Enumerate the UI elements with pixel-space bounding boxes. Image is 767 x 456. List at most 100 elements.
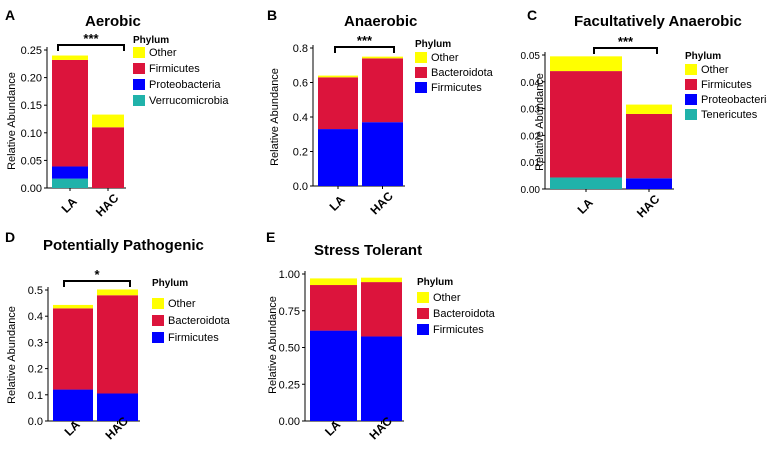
legend-label-bacteroidota: Bacteroidota (433, 308, 496, 320)
y-tick-label: 0.2 (28, 364, 43, 376)
legend-label-bacteroidota: Bacteroidota (168, 315, 231, 327)
x-tick-label-hac: HAC (368, 189, 397, 218)
y-tick-label: 0.6 (293, 78, 308, 90)
x-tick-label-la: LA (59, 194, 80, 215)
bar-segment-firmicutes-hac (92, 127, 124, 188)
y-axis-label: Relative Abundance (6, 306, 18, 404)
y-tick-label: 0.20 (21, 73, 42, 85)
legend-label-bacteroidota: Bacteroidota (431, 67, 494, 79)
legend-swatch-proteobacteria (685, 94, 697, 105)
y-tick-label: 0.04 (521, 78, 541, 89)
legend-title: Phylum (415, 39, 451, 50)
bar-segment-proteobacteria-la (52, 166, 88, 179)
legend-label-verrucomicrobia: Verrucomicrobia (149, 95, 229, 107)
y-tick-label: 0.0 (293, 181, 308, 193)
legend-swatch-other (152, 298, 164, 309)
y-tick-label: 0.03 (521, 105, 541, 116)
bar-segment-firmicutes-hac (626, 113, 672, 179)
panel-letter: A (5, 7, 15, 23)
y-tick-label: 0.00 (21, 183, 42, 195)
panel-letter: B (267, 7, 277, 23)
legend-swatch-other (417, 292, 429, 303)
legend-title: Phylum (685, 51, 721, 62)
chart-title: Anaerobic (344, 13, 417, 30)
y-tick-label: 0.3 (28, 337, 43, 349)
y-tick-label: 0.10 (21, 128, 42, 140)
y-tick-label: 0.00 (521, 185, 541, 196)
legend-label-proteobacteria: Proteobacteria (701, 94, 767, 106)
bar-segment-firmicutes-hac (97, 393, 138, 421)
y-tick-label: 0.05 (521, 51, 541, 62)
y-tick-label: 0.00 (279, 416, 300, 428)
y-tick-label: 0.0 (28, 416, 43, 428)
bar-segment-other-la (52, 55, 88, 60)
legend-swatch-firmicutes (685, 79, 697, 90)
bar-segment-firmicutes-hac (361, 336, 402, 421)
bar-segment-firmicutes-la (550, 71, 622, 178)
y-axis-label: Relative Abundance (6, 72, 18, 170)
legend-label-firmicutes: Firmicutes (431, 82, 482, 94)
bar-segment-other-la (318, 75, 358, 78)
panel-a: A Aerobic Relative Abundance 0.00 0.05 0.10 0.… (5, 7, 229, 219)
legend-swatch-firmicutes (417, 324, 429, 335)
significance-label: * (94, 267, 100, 282)
legend-swatch-firmicutes (415, 82, 427, 93)
y-axis-label: Relative Abundance (534, 73, 546, 171)
bar-segment-firmicutes-la (310, 330, 357, 421)
significance-label: *** (357, 33, 373, 48)
bar-segment-bacteroidota-hac (97, 295, 138, 394)
legend-label-firmicutes: Firmicutes (168, 332, 219, 344)
panel-e: E Stress Tolerant Relative Abundance 0.00 0.… (266, 229, 496, 442)
bar-segment-other-la (310, 278, 357, 286)
y-tick-label: 0.01 (521, 158, 541, 169)
panel-c: C Facultatively Anaerobic Relative Abundan… (521, 7, 767, 220)
panel-letter: C (527, 7, 537, 23)
y-axis-label: Relative Abundance (267, 296, 279, 394)
bar-segment-other-hac (626, 104, 672, 114)
legend-label-firmicutes: Firmicutes (433, 324, 484, 336)
significance-label: *** (83, 31, 99, 46)
significance-bracket (57, 44, 125, 51)
y-tick-label: 0.5 (28, 285, 43, 297)
y-tick-label: 0.1 (28, 390, 43, 402)
legend-swatch-bacteroidota (415, 67, 427, 78)
legend-swatch-other (415, 52, 427, 63)
legend-swatch-bacteroidota (152, 315, 164, 326)
bar-segment-bacteroidota-la (310, 285, 357, 331)
legend-label-other: Other (433, 292, 461, 304)
bar-segment-verrucomicrobia-la (52, 178, 88, 188)
bar-segment-other-la (53, 304, 93, 309)
y-tick-label: 0.4 (293, 112, 308, 124)
y-tick-label: 1.00 (279, 269, 300, 281)
bar-segment-other-la (550, 56, 622, 72)
bar-segment-other-hac (361, 277, 402, 283)
legend-label-firmicutes: Firmicutes (701, 79, 752, 91)
legend-label-other: Other (149, 47, 177, 59)
y-tick-label: 0.75 (279, 306, 300, 318)
legend-title: Phylum (152, 278, 188, 289)
legend-swatch-bacteroidota (417, 308, 429, 319)
chart-title: Aerobic (85, 13, 141, 30)
legend-swatch-verrucomicrobia (133, 95, 145, 106)
significance-bracket (593, 47, 658, 54)
legend-swatch-proteobacteria (133, 79, 145, 90)
legend-swatch-firmicutes (133, 63, 145, 74)
legend-title: Phylum (133, 35, 169, 46)
bar-segment-firmicutes-la (52, 59, 88, 167)
bar-segment-bacteroidota-hac (361, 282, 402, 337)
y-tick-label: 0.50 (279, 343, 300, 355)
bar-segment-bacteroidota-la (53, 308, 93, 390)
legend-label-proteobacteria: Proteobacteria (149, 79, 221, 91)
y-tick-label: 0.02 (521, 131, 541, 142)
bar-segment-firmicutes-la (53, 389, 93, 421)
legend-label-firmicutes: Firmicutes (149, 63, 200, 75)
y-tick-label: 0.15 (21, 100, 42, 112)
bar-segment-other-hac (97, 289, 138, 296)
legend-swatch-tenericutes (685, 109, 697, 120)
legend-label-other: Other (701, 64, 729, 76)
panel-letter: E (266, 229, 275, 245)
legend-swatch-other (685, 64, 697, 75)
y-tick-label: 0.2 (293, 147, 308, 159)
chart-title: Potentially Pathogenic (43, 237, 204, 254)
